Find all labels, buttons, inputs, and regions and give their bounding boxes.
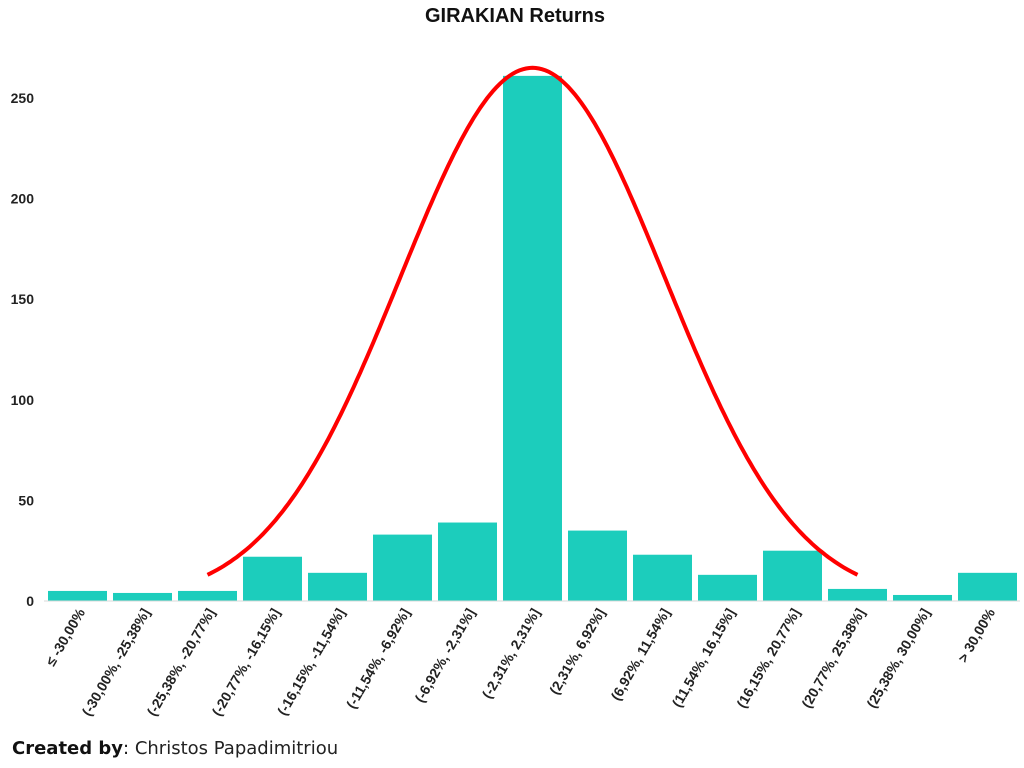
x-tick-label: (-16,15%, -11,54%] xyxy=(274,606,348,718)
x-tick-label: (11,54%, 16,15%] xyxy=(669,606,739,710)
bar xyxy=(503,75,562,602)
y-tick-label: 250 xyxy=(11,90,35,106)
bar xyxy=(633,554,692,601)
credit-separator: : xyxy=(123,738,130,759)
bar xyxy=(828,588,887,601)
x-tick-label: (-2,31%, 2,31%] xyxy=(479,606,543,702)
y-axis: 0 50 100 150 200 250 xyxy=(11,90,35,609)
x-axis-labels: ≤ -30,00%(-30,00%, -25,38%](-25,38%, -20… xyxy=(42,605,998,719)
bar xyxy=(438,522,497,601)
x-tick-label: (-30,00%, -25,38%] xyxy=(79,606,154,719)
bar xyxy=(958,572,1017,601)
x-tick-label: (-6,92%, -2,31%] xyxy=(411,606,478,706)
bar xyxy=(763,550,822,601)
x-tick-label: (-20,77%, -16,15%] xyxy=(209,606,284,719)
bar xyxy=(178,590,237,601)
y-tick-label: 50 xyxy=(18,492,34,508)
y-tick-label: 150 xyxy=(11,291,35,307)
bar xyxy=(698,574,757,601)
x-tick-label: (25,38%, 30,00%] xyxy=(863,606,933,711)
y-tick-label: 200 xyxy=(11,191,35,207)
x-tick-label: (2,31%, 6,92%] xyxy=(546,606,608,698)
x-tick-label: (6,92%, 11,54%] xyxy=(607,606,673,704)
x-tick-label: (-11,54%, -6,92%] xyxy=(343,606,413,712)
credit-name: Christos Papadimitriou xyxy=(129,738,339,759)
chart-title: GIRAKIAN Returns xyxy=(425,5,605,27)
x-tick-label: (20,77%, 25,38%] xyxy=(798,606,868,711)
bar xyxy=(893,594,952,601)
x-tick-label: ≤ -30,00% xyxy=(42,605,88,669)
bar xyxy=(48,590,107,601)
normal-curve xyxy=(206,65,859,577)
bar xyxy=(113,592,172,601)
bar xyxy=(308,572,367,601)
bars xyxy=(48,75,1017,602)
x-tick-label: (16,15%, 20,77%] xyxy=(733,606,803,711)
y-tick-label: 0 xyxy=(26,593,34,609)
x-tick-label: (-25,38%, -20,77%] xyxy=(144,606,219,719)
x-tick-label: > 30,00% xyxy=(954,605,998,665)
bar xyxy=(373,534,432,601)
credit-label: Created by xyxy=(12,738,124,759)
credit-line: Created by: Christos Papadimitriou xyxy=(12,738,338,759)
bar xyxy=(243,556,302,601)
bar xyxy=(568,530,627,601)
y-tick-label: 100 xyxy=(11,392,35,408)
